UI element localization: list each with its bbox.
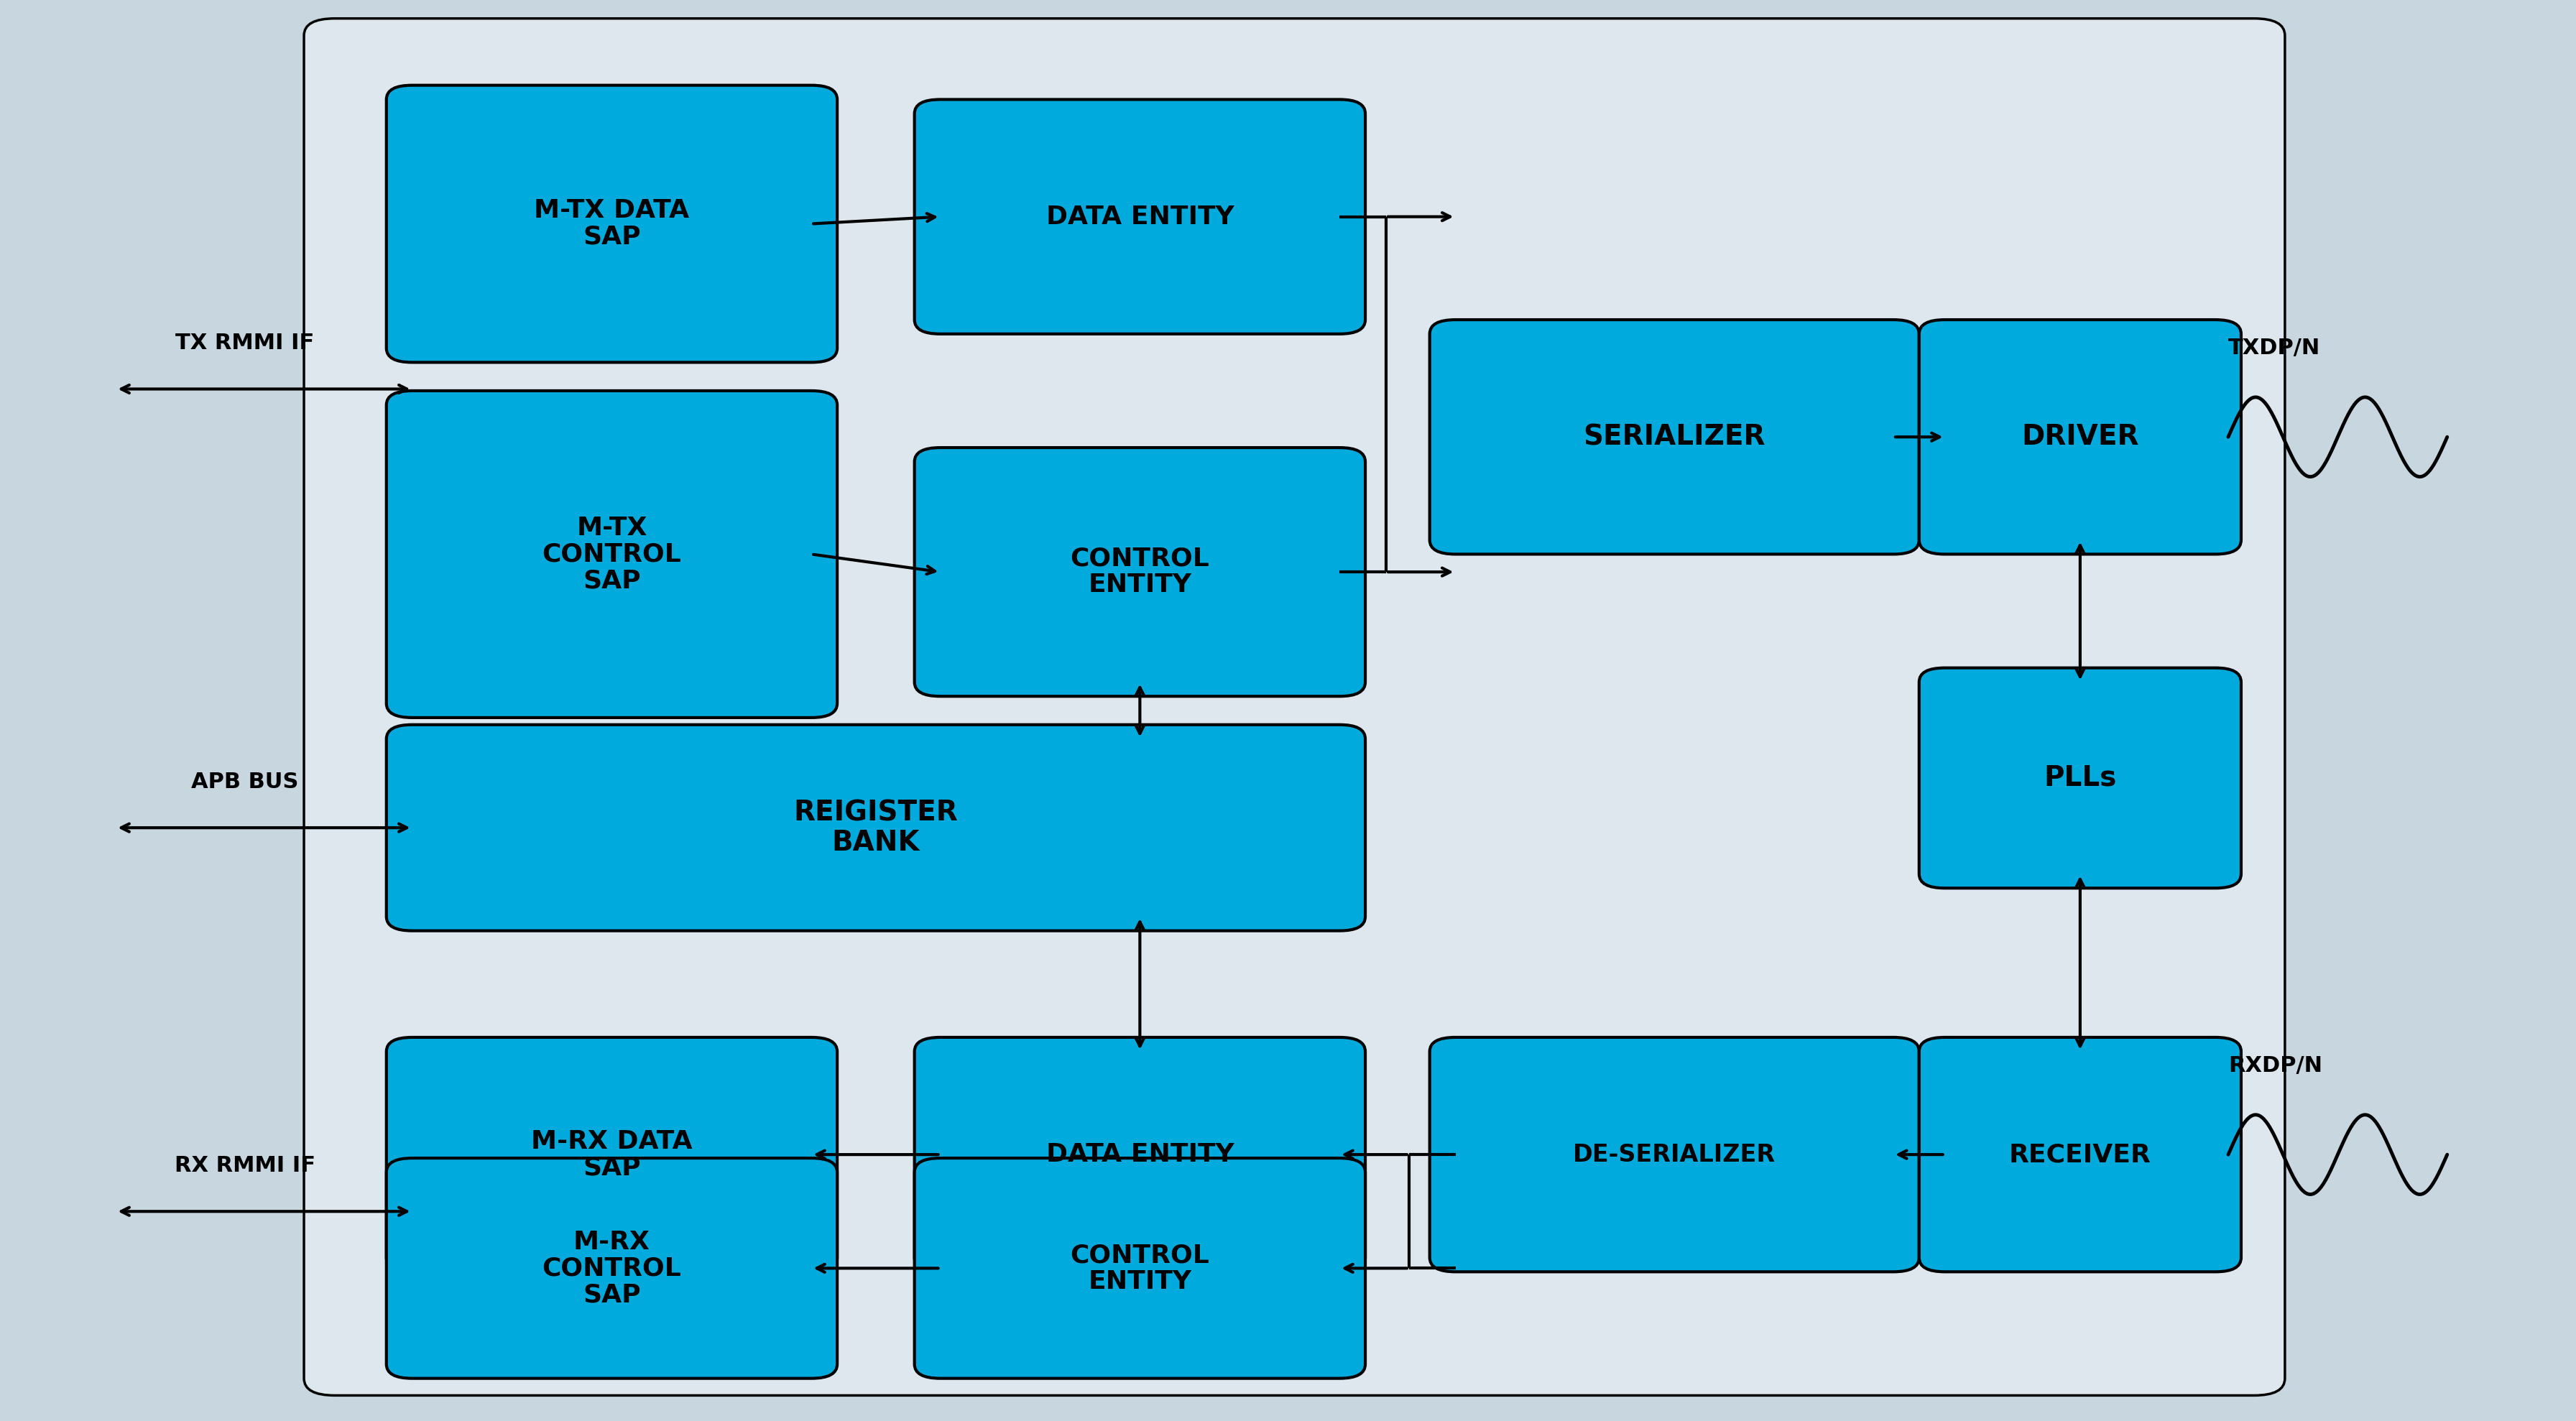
- Text: M-RX DATA
SAP: M-RX DATA SAP: [531, 1130, 693, 1179]
- Text: M-TX DATA
SAP: M-TX DATA SAP: [533, 199, 690, 249]
- Text: TX RMMI IF: TX RMMI IF: [175, 333, 314, 354]
- Text: DATA ENTITY: DATA ENTITY: [1046, 205, 1234, 229]
- FancyBboxPatch shape: [914, 99, 1365, 334]
- FancyBboxPatch shape: [1919, 320, 2241, 554]
- Text: SERIALIZER: SERIALIZER: [1584, 423, 1765, 450]
- FancyBboxPatch shape: [386, 391, 837, 718]
- FancyBboxPatch shape: [304, 18, 2285, 1395]
- Text: REIGISTER
BANK: REIGISTER BANK: [793, 800, 958, 855]
- Text: DE-SERIALIZER: DE-SERIALIZER: [1574, 1142, 1775, 1167]
- FancyBboxPatch shape: [386, 1037, 837, 1272]
- FancyBboxPatch shape: [914, 1037, 1365, 1272]
- Text: DRIVER: DRIVER: [2022, 423, 2138, 450]
- FancyBboxPatch shape: [386, 1158, 837, 1378]
- FancyBboxPatch shape: [914, 448, 1365, 696]
- Text: RECEIVER: RECEIVER: [2009, 1142, 2151, 1167]
- FancyBboxPatch shape: [386, 725, 1365, 931]
- Text: DATA ENTITY: DATA ENTITY: [1046, 1142, 1234, 1167]
- Text: RXDP/N: RXDP/N: [2228, 1056, 2324, 1077]
- Text: CONTROL
ENTITY: CONTROL ENTITY: [1069, 1243, 1211, 1293]
- FancyBboxPatch shape: [1430, 320, 1919, 554]
- Text: TXDP/N: TXDP/N: [2228, 338, 2321, 360]
- FancyBboxPatch shape: [1430, 1037, 1919, 1272]
- FancyBboxPatch shape: [386, 85, 837, 362]
- FancyBboxPatch shape: [1919, 1037, 2241, 1272]
- FancyBboxPatch shape: [1919, 668, 2241, 888]
- Text: CONTROL
ENTITY: CONTROL ENTITY: [1069, 547, 1211, 597]
- Text: APB BUS: APB BUS: [191, 772, 299, 793]
- Text: PLLs: PLLs: [2043, 764, 2117, 791]
- Text: M-RX
CONTROL
SAP: M-RX CONTROL SAP: [541, 1229, 683, 1307]
- FancyBboxPatch shape: [914, 1158, 1365, 1378]
- Text: RX RMMI IF: RX RMMI IF: [175, 1155, 314, 1177]
- Text: M-TX
CONTROL
SAP: M-TX CONTROL SAP: [541, 516, 683, 593]
